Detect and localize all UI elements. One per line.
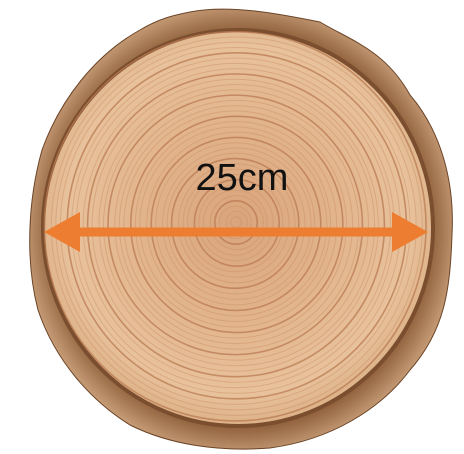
- dimension-label: 25cm: [196, 157, 289, 199]
- page: 25cm (() => { const data = JSON.parse(do…: [0, 0, 464, 454]
- wood-slice-picture: 25cm: [0, 0, 464, 454]
